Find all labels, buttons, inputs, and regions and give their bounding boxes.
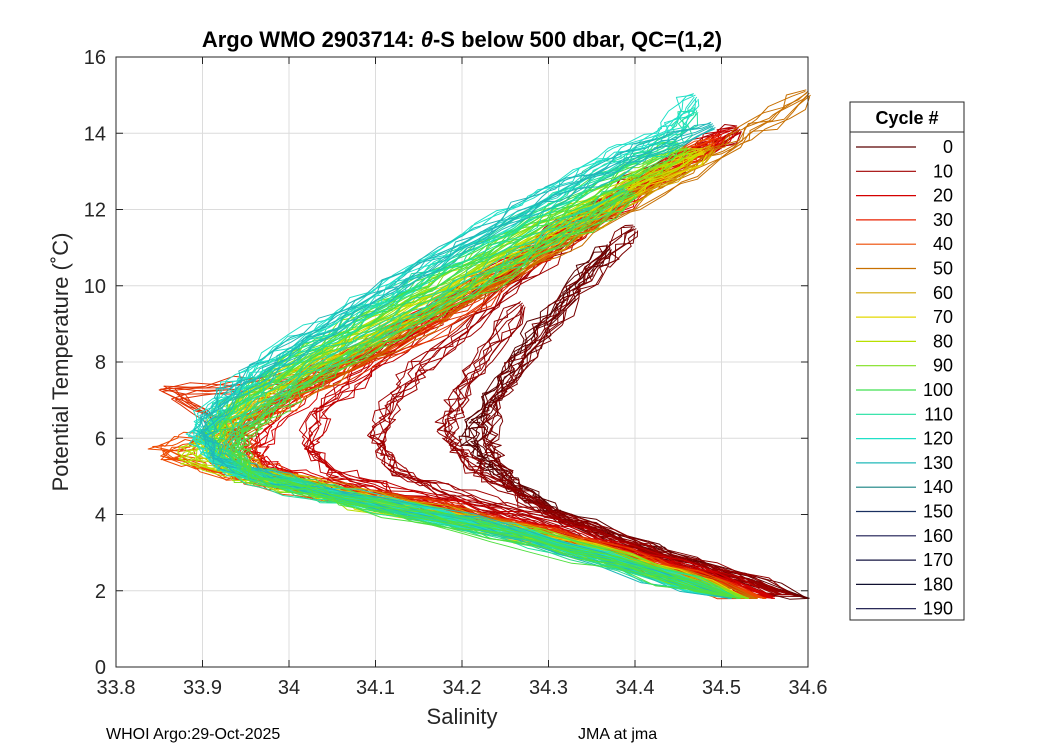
series-line [485, 230, 802, 597]
x-tick-label: 34.1 [356, 677, 395, 699]
legend-label: 140 [923, 477, 953, 497]
series-line [224, 191, 739, 599]
x-tick-label: 34.2 [443, 677, 482, 699]
series-line [437, 302, 791, 596]
series-line [193, 123, 729, 599]
legend-label: 20 [933, 186, 953, 206]
legend-label: 30 [933, 210, 953, 230]
legend-label: 40 [933, 234, 953, 254]
y-tick-label: 2 [95, 581, 106, 603]
y-tick-label: 4 [95, 505, 106, 527]
legend-label: 60 [933, 283, 953, 303]
series-line [206, 113, 740, 599]
legend-label: 90 [933, 356, 953, 376]
chart-title: Argo WMO 2903714: θ-S below 500 dbar, QC… [202, 27, 722, 52]
series-line [235, 191, 739, 599]
legend-label: 10 [933, 161, 953, 181]
footer-left: WHOI Argo:29-Oct-2025 [106, 726, 281, 743]
y-tick-label: 6 [95, 428, 106, 450]
legend-label: 180 [923, 574, 953, 594]
series-line [222, 186, 738, 599]
legend-box [849, 101, 965, 621]
y-tick-label: 8 [95, 352, 106, 374]
y-tick-label: 12 [84, 200, 106, 222]
x-tick-label: 34.3 [529, 677, 568, 699]
series-line [232, 197, 740, 599]
y-tick-label: 16 [84, 47, 106, 69]
legend-label: 190 [923, 599, 953, 619]
legend-label: 110 [924, 404, 953, 424]
series-line [199, 121, 730, 599]
series-line [298, 125, 773, 597]
x-tick-label: 34.6 [789, 677, 828, 699]
series-line [461, 244, 808, 599]
series-line [230, 193, 739, 599]
x-tick-label: 34.5 [702, 677, 741, 699]
legend-title: Cycle # [875, 108, 938, 128]
series-line [482, 230, 800, 597]
legend-label: 120 [923, 429, 953, 449]
legend-label: 80 [933, 331, 953, 351]
legend-label: 0 [943, 137, 953, 157]
legend-label: 70 [933, 307, 953, 327]
series-group [147, 89, 811, 600]
series-line [231, 195, 739, 599]
x-axis-label: Salinity [427, 704, 498, 729]
y-tick-label: 14 [84, 123, 106, 145]
series-line [447, 300, 791, 595]
y-tick-label: 0 [95, 657, 106, 679]
series-line [484, 231, 801, 597]
series-line [478, 224, 799, 597]
footer-right: JMA at jma [578, 726, 658, 743]
series-line [202, 111, 739, 599]
x-tick-label: 34.4 [616, 677, 655, 699]
legend-label: 100 [923, 380, 953, 400]
y-tick-label: 10 [84, 276, 106, 298]
series-line [311, 127, 774, 597]
y-axis-label: Potential Temperature (˚C) [48, 233, 73, 492]
legend-label: 160 [923, 526, 953, 546]
x-tick-label: 33.9 [183, 677, 222, 699]
legend: Cycle # 0 10 20 30 40 50 60 70 80 90 100 110 120 130 1… [849, 101, 965, 621]
legend-label: 150 [923, 502, 953, 522]
series-line [199, 123, 731, 599]
series-line [233, 190, 738, 599]
x-tick-label: 34 [278, 677, 300, 699]
legend-label: 130 [923, 453, 953, 473]
series-line [228, 188, 739, 599]
legend-label: 170 [923, 550, 953, 570]
x-axis-ticks: 33.8 33.9 34 34.1 34.2 34.3 34.4 34.5 34.6 [97, 57, 828, 699]
legend-entries: 0 10 20 30 40 50 60 70 80 90 100 110 120 130 140 150 160… [856, 137, 953, 619]
y-axis-ticks: 0 2 4 6 8 10 12 14 16 [84, 47, 808, 679]
x-tick-label: 33.8 [97, 677, 136, 699]
legend-label: 50 [933, 259, 953, 279]
